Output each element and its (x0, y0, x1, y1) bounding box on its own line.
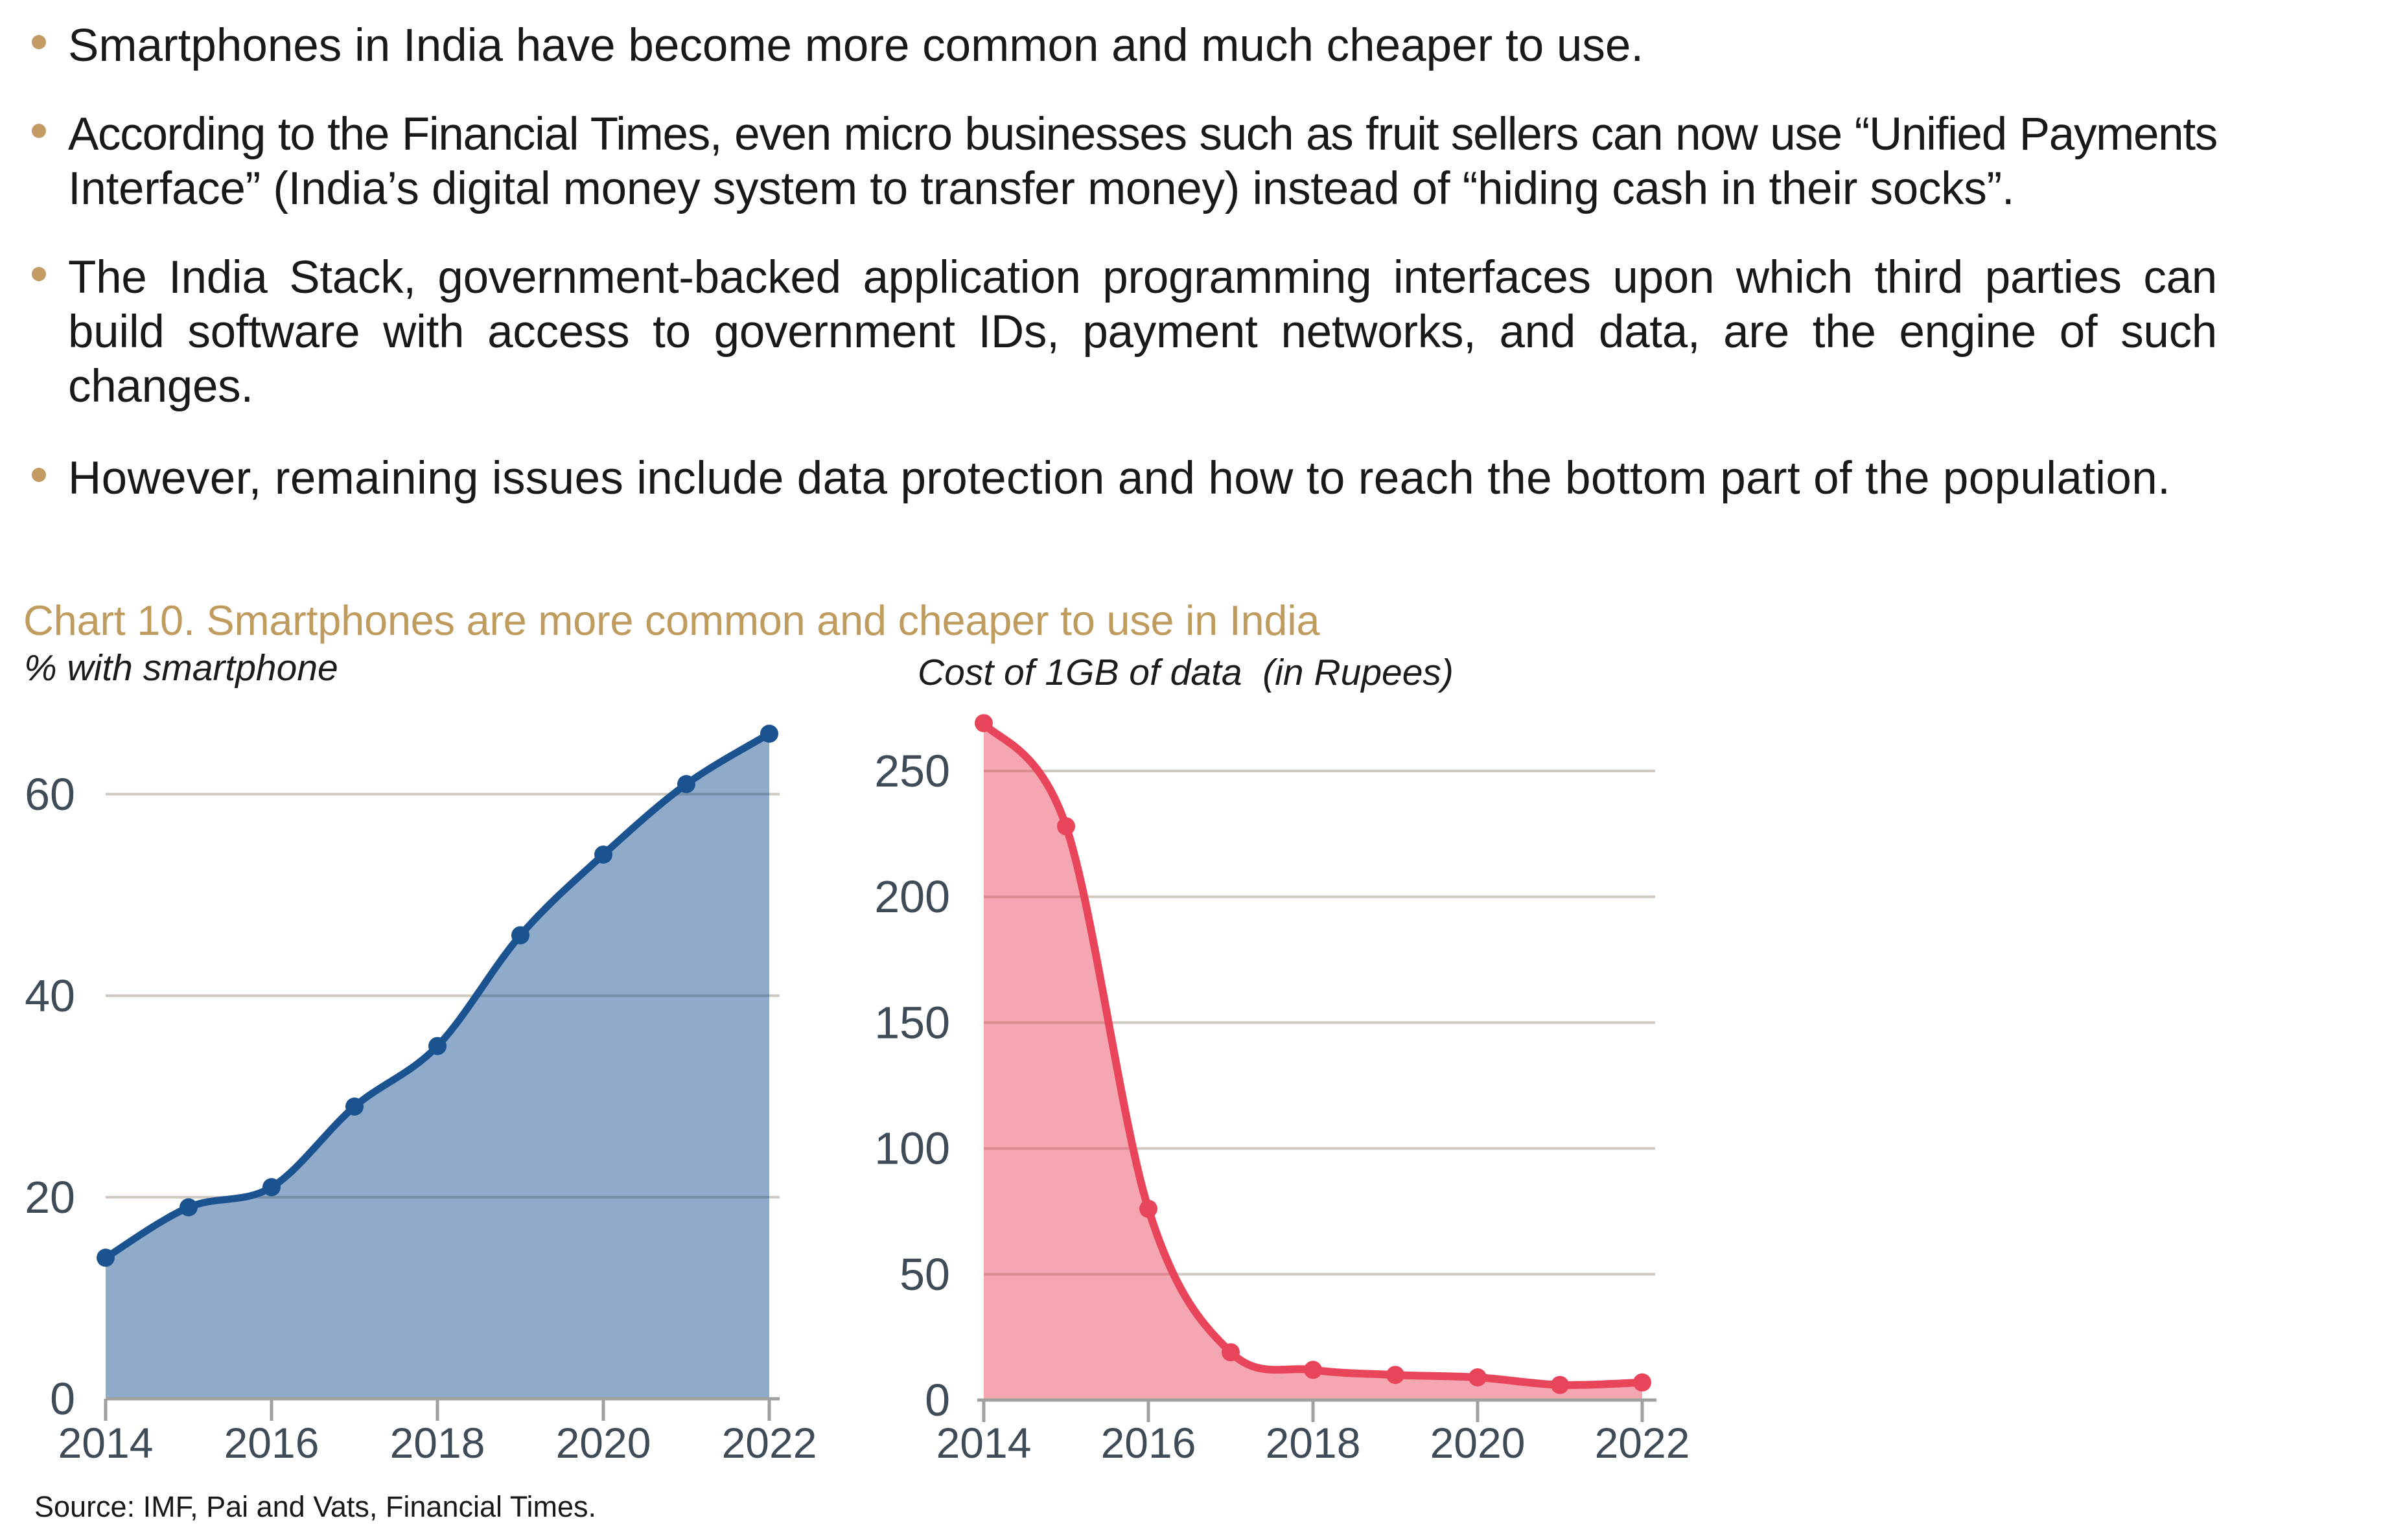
data-line (980, 719, 1646, 1389)
y-axis-label: 50 (900, 1249, 950, 1300)
bullet-icon (32, 267, 46, 281)
y-axis-label: 0 (50, 1373, 75, 1424)
bullet-text: However, remaining issues include data p… (68, 453, 2171, 504)
y-axis-label: 40 (25, 971, 75, 1021)
data-point-marker (1304, 1361, 1322, 1379)
chart-title: Chart 10. Smartphones are more common an… (23, 597, 1320, 644)
bullet-text-line: Interface” (India’s digital money system… (68, 163, 2015, 214)
bullet-text: Smartphones in India have become more co… (68, 20, 1644, 71)
x-axis-label: 2022 (1595, 1419, 1690, 1467)
y-axis-label: 60 (25, 769, 75, 820)
bullet-text-line: According to the Financial Times, even m… (68, 109, 2218, 160)
area-fill (106, 733, 769, 1399)
y-axis-label: 100 (874, 1123, 950, 1174)
data-point-marker (677, 775, 695, 794)
x-axis-label: 2016 (1101, 1419, 1196, 1467)
right-chart-subtitle: Cost of 1GB of data (in Rupees) (918, 652, 1454, 693)
data-point-marker (511, 926, 529, 945)
bullet-icon (32, 124, 46, 138)
x-axis-label: 2018 (1266, 1419, 1361, 1467)
y-axis-label: 20 (25, 1172, 75, 1223)
x-axis-label: 2020 (1430, 1419, 1526, 1467)
data-point-marker (428, 1037, 447, 1055)
data-point-marker (180, 1198, 198, 1217)
data-point-marker (1057, 817, 1075, 836)
bullet-icon (32, 35, 46, 49)
x-axis-label: 2018 (390, 1419, 485, 1467)
left-chart-subtitle: % with smartphone (24, 647, 338, 689)
bullet-item: Smartphones in India have become more co… (32, 19, 2217, 73)
bullet-text-line: The India Stack, government-backed appli… (68, 252, 2217, 303)
bullet-item: According to the Financial Times, even m… (32, 108, 2218, 216)
area-fill (984, 723, 1642, 1400)
x-axis-label: 2016 (224, 1419, 319, 1467)
bullet-icon (32, 468, 46, 482)
x-axis-label: 2020 (556, 1419, 651, 1467)
y-axis-label: 0 (925, 1375, 950, 1425)
data-point-marker (1139, 1199, 1157, 1218)
y-axis-label: 200 (874, 871, 950, 922)
data-point-marker (594, 845, 612, 864)
source-note: Source: IMF, Pai and Vats, Financial Tim… (34, 1490, 597, 1523)
bullet-text-line: build software with access to government… (68, 306, 2217, 358)
data-point-marker (97, 1248, 115, 1267)
smartphone-share-chart: 0 20 40 60 2014 2016 2018 2020 2022 (25, 724, 817, 1467)
x-axis-label: 2014 (58, 1419, 154, 1467)
bullet-item: However, remaining issues include data p… (32, 452, 2217, 506)
x-axis-label: 2022 (722, 1419, 817, 1467)
x-axis-label: 2014 (936, 1419, 1032, 1467)
data-point-marker (975, 714, 993, 733)
data-point-marker (1386, 1366, 1404, 1385)
bullet-list: Smartphones in India have become more co… (32, 0, 2218, 506)
data-point-marker (345, 1098, 364, 1116)
data-point-marker (262, 1178, 281, 1197)
bullet-text-line: changes. (68, 361, 253, 412)
data-point-marker (1633, 1373, 1651, 1392)
data-point-marker (1222, 1343, 1240, 1362)
data-cost-chart: 0 50 100 150 200 250 2014 2016 2018 2020 2022 (874, 714, 1690, 1467)
y-axis-label: 150 (874, 997, 950, 1048)
data-point-marker (760, 724, 778, 743)
y-axis-label: 250 (874, 746, 950, 796)
data-point-marker (1469, 1368, 1487, 1386)
bullet-item: The India Stack, government-backed appli… (32, 251, 2217, 414)
data-point-marker (1551, 1375, 1569, 1394)
